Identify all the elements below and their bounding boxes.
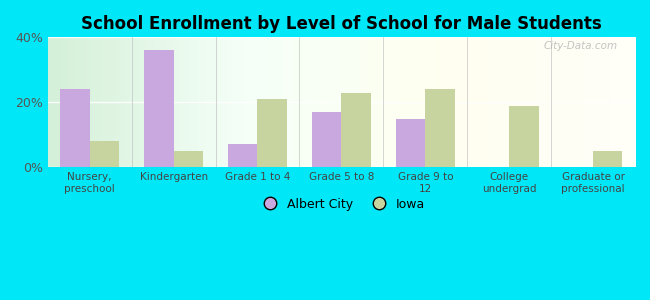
- Title: School Enrollment by Level of School for Male Students: School Enrollment by Level of School for…: [81, 15, 602, 33]
- Bar: [90, 141, 119, 167]
- Bar: [312, 112, 341, 167]
- Legend: Albert City, Iowa: Albert City, Iowa: [252, 193, 430, 215]
- Bar: [425, 89, 454, 167]
- Bar: [396, 118, 425, 167]
- Bar: [341, 92, 370, 167]
- Bar: [174, 151, 203, 167]
- Bar: [144, 50, 174, 167]
- Bar: [228, 145, 257, 167]
- Bar: [60, 89, 90, 167]
- Bar: [257, 99, 287, 167]
- Bar: [593, 151, 623, 167]
- Text: City-Data.com: City-Data.com: [543, 41, 618, 51]
- Bar: [509, 106, 538, 167]
